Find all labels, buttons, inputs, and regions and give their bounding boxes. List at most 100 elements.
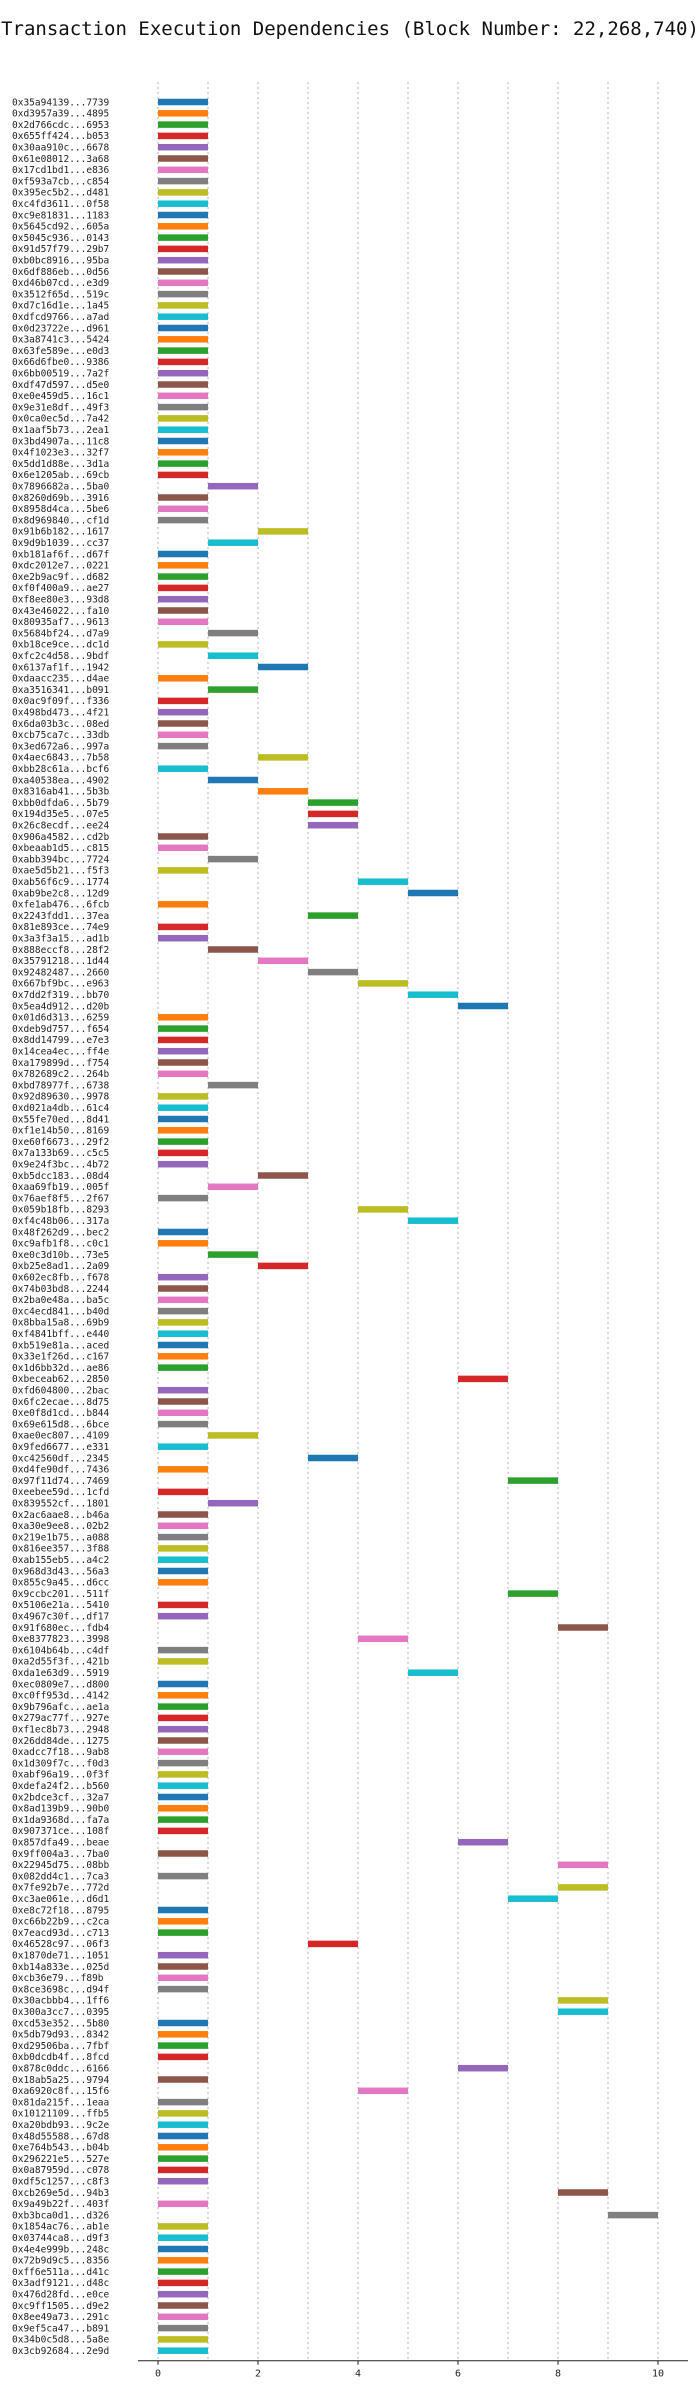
transaction-label: 0x9ccbc201...511f [12, 1589, 109, 1600]
transaction-label: 0xdaacc235...d4ae [12, 674, 110, 685]
transaction-label: 0xa40538ea...4902 [12, 775, 109, 786]
transaction-bar [158, 1985, 208, 1993]
transaction-bar [158, 1409, 208, 1417]
transaction-label: 0x9b796afc...ae1a [12, 1702, 109, 1713]
bars [158, 98, 658, 2354]
transaction-bar [158, 2042, 208, 2049]
transaction-bar [158, 211, 208, 219]
transaction-label: 0xb5dcc183...08d4 [12, 1171, 110, 1182]
transaction-bar [158, 867, 208, 874]
transaction-bar [158, 336, 208, 343]
transaction-bar [158, 347, 208, 354]
transaction-bar [158, 923, 208, 931]
transaction-bar [158, 901, 208, 908]
transaction-bar [158, 2098, 208, 2106]
transaction-label: 0x72b9d9c5...8356 [12, 2256, 110, 2267]
transaction-label: 0x6104b64b...c4df [12, 1645, 109, 1656]
transaction-label: 0xc42560df...2345 [12, 1453, 109, 1464]
transaction-bar [258, 957, 308, 965]
transaction-bar [158, 1511, 208, 1518]
transaction-bar [158, 1793, 208, 1801]
transaction-label: 0x1aaf5b73...2ea1 [12, 425, 110, 436]
transaction-bar [158, 742, 208, 750]
transaction-bar [158, 2336, 208, 2343]
transaction-label: 0xb25e8ad1...2a09 [12, 1261, 110, 1272]
transaction-bar [158, 618, 208, 626]
transaction-bar [158, 2031, 208, 2038]
transaction-label: 0x2d766cdc...6953 [12, 120, 109, 131]
transaction-label: 0x839552cf...1801 [12, 1499, 110, 1510]
transaction-bar [158, 1545, 208, 1552]
transaction-bar [258, 788, 308, 795]
transaction-bar [408, 1217, 458, 1224]
transaction-label: 0xc4fd3611...0f58 [12, 199, 110, 210]
transaction-bar [158, 1149, 208, 1157]
transaction-label: 0x5ea4d912...d20b [12, 1001, 110, 1012]
transaction-label: 0xab56f6c9...1774 [12, 877, 110, 888]
transaction-bar [158, 369, 208, 377]
transaction-bar [208, 1432, 258, 1439]
transaction-bar [158, 392, 208, 400]
transaction-label: 0xbeaab1d5...c815 [12, 843, 109, 854]
transaction-label: 0x14cea4ec...ff4e [12, 1047, 110, 1058]
transaction-bar [158, 516, 208, 524]
transaction-label: 0x4aec6843...7b58 [12, 753, 110, 764]
transaction-label: 0xfc2c4d58...9bdf [12, 651, 109, 662]
transaction-label: 0xa30e9ee8...02b2 [12, 1521, 109, 1532]
transaction-label: 0xaa69fb19...005f [12, 1182, 109, 1193]
transaction-bar [258, 663, 308, 671]
transaction-label: 0xa3516341...b091 [12, 685, 110, 696]
transaction-label: 0x10121109...ffb5 [12, 2109, 109, 2120]
transaction-label: 0x498bd473...4f21 [12, 708, 110, 719]
transaction-label: 0x5106e21a...5410 [12, 1600, 110, 1611]
transaction-label: 0xcb36e79...f89b [12, 1973, 104, 1984]
transaction-bar [158, 731, 208, 739]
transaction-bar [158, 1601, 208, 1609]
transaction-label: 0x8ce3698c...d94f [12, 1984, 109, 1995]
transaction-label: 0x1d309f7c...f0d3 [12, 1758, 109, 1769]
transaction-label: 0x906a4582...cd2b [12, 832, 110, 843]
transaction-bar [258, 528, 308, 535]
transaction-bar [208, 482, 258, 490]
transaction-bar [358, 980, 408, 987]
transaction-bar [158, 595, 208, 603]
transaction-label: 0x602ec8fb...f678 [12, 1273, 110, 1284]
transaction-bar [158, 1658, 208, 1665]
transaction-bar [208, 855, 258, 863]
transaction-bar [458, 2064, 508, 2072]
transaction-label: 0x194d35e5...07e5 [12, 809, 109, 820]
transaction-label: 0x296221e5...527e [12, 2154, 110, 2165]
transaction-label: 0xabb394bc...7724 [12, 854, 110, 865]
transaction-label: 0x2ac6aae8...b46a [12, 1510, 109, 1521]
transaction-label: 0xb181af6f...d67f [12, 549, 109, 560]
transaction-bar [158, 1714, 208, 1722]
transaction-bar [158, 143, 208, 151]
transaction-bar [158, 1364, 208, 1371]
transaction-bar [308, 810, 358, 818]
transaction-bar [158, 1782, 208, 1789]
transaction-label: 0x6df886eb...0d56 [12, 267, 110, 278]
transaction-label: 0xdfcd9766...a7ad [12, 312, 109, 323]
transaction-label: 0x34b0c5d8...5a8e [12, 2335, 110, 2346]
transaction-bar [158, 403, 208, 411]
transaction-bar [458, 1375, 508, 1383]
transaction-bar [158, 279, 208, 287]
transaction-bar [158, 1014, 208, 1021]
transaction-label: 0x888eccf8...28f2 [12, 945, 109, 956]
transaction-bar [158, 675, 208, 682]
transaction-bar [158, 2155, 208, 2162]
transaction-bar [158, 437, 208, 445]
transaction-label: 0x69e615d8...6bce [12, 1419, 110, 1430]
transaction-label: 0xa179899d...f754 [12, 1058, 110, 1069]
transaction-bar [158, 584, 208, 592]
transaction-bar [158, 1070, 208, 1078]
transaction-label: 0xa20bdb93...9c2e [12, 2120, 110, 2131]
transaction-label: 0xfd604800...2bac [12, 1386, 109, 1397]
transaction-bar [158, 460, 208, 467]
x-tick-label: 10 [652, 2369, 664, 2380]
transaction-label: 0xc3ae061e...d6d1 [12, 1894, 110, 1905]
transaction-bar [158, 1805, 208, 1812]
transaction-bar [408, 1669, 458, 1676]
transaction-label: 0x3ed672a6...997a [12, 741, 109, 752]
transaction-bar [158, 1522, 208, 1530]
